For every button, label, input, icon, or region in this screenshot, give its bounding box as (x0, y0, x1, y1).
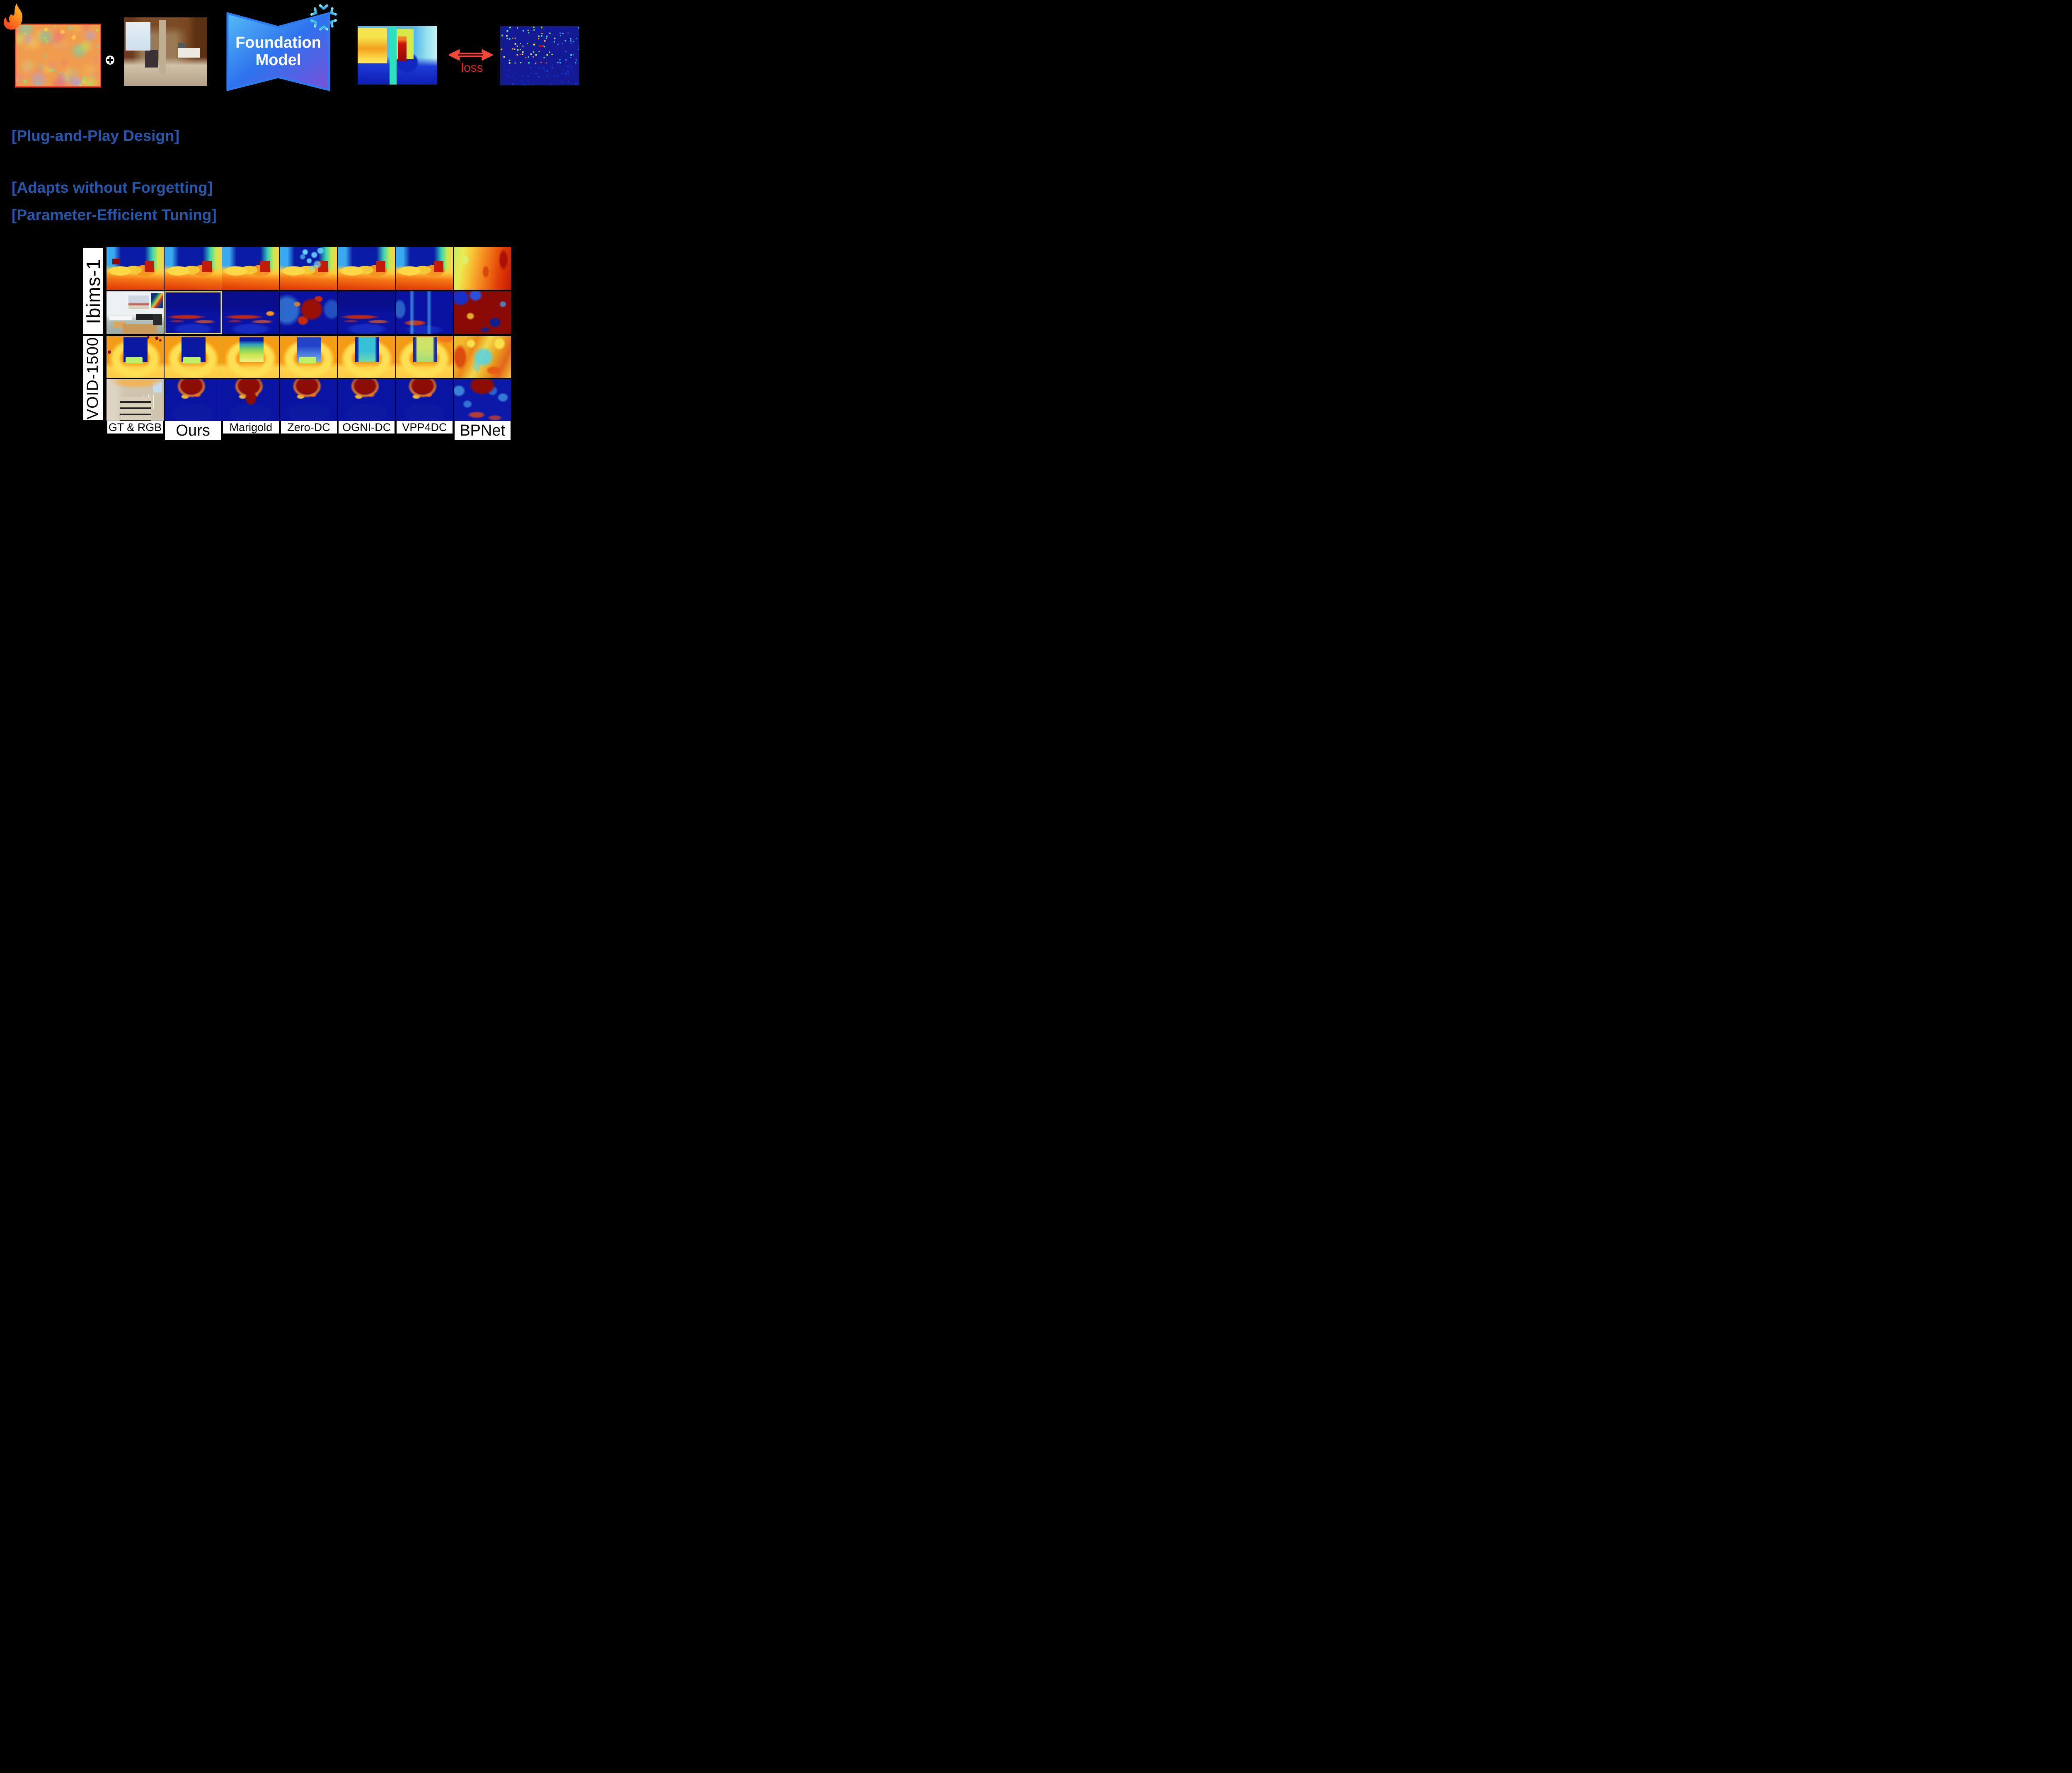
cell-r0-vpp4dc-pred-ibims (396, 247, 453, 290)
cell-r2-zero-dc-pred-blue (280, 336, 338, 378)
snowflake-icon (310, 2, 337, 33)
row-group-label-void-1500-text: VOID-1500 (84, 337, 102, 419)
cell-r1-marigold-err-edges (222, 291, 280, 334)
sparse-depth-points (501, 27, 579, 85)
sparse-depth-image (500, 26, 579, 85)
figure-canvas: Foundation Model loss [Plug-and-Play Des… (0, 0, 603, 443)
foundation-model-line1: Foundation (235, 34, 321, 52)
row-group-label-ibims-1: Ibims-1 (82, 248, 104, 334)
row-group-label-void-1500: VOID-1500 (83, 336, 103, 420)
cell-r0-marigold-pred-ibims (222, 247, 280, 290)
column-label-ogni-dc: OGNI-DC (339, 421, 395, 434)
cell-r2-bpnet-bp-void (454, 336, 511, 378)
column-label-bpnet-text: BPNet (460, 421, 506, 439)
cell-r2-ogni-dc-pred-cyan (338, 336, 395, 378)
cell-r2-gt-rgb-gt-void (107, 336, 164, 378)
column-label-zero-dc: Zero-DC (281, 421, 337, 434)
cell-r3-bpnet-verr-bp (454, 379, 511, 421)
column-label-gt-rgb-text: GT & RGB (108, 421, 162, 434)
method-label-row: GT & RGB Ours Marigold Zero-DC OGNI-DC V… (107, 421, 511, 440)
grid-row-ibims-error (107, 291, 511, 334)
bullet-parameter-efficient-tuning: [Parameter-Efficient Tuning] (12, 206, 217, 223)
cell-r1-gt-rgb-rgb-classroom (107, 291, 164, 334)
foundation-model-shape (226, 12, 330, 91)
cell-r0-bpnet-bp-ibims (454, 247, 511, 290)
cell-r3-zero-dc-verr (280, 379, 338, 421)
cell-r0-ogni-dc-pred-ibims (338, 247, 395, 290)
column-label-ours-text: Ours (176, 421, 210, 439)
cell-r0-zero-dc-pred-ibims-noisy (280, 247, 338, 290)
foundation-model-block: Foundation Model (226, 12, 330, 91)
foundation-model-line2: Model (255, 51, 301, 69)
cell-r3-vpp4dc-verr (396, 379, 453, 421)
cell-r1-zero-dc-err-high (280, 291, 338, 334)
feature-map-image (15, 24, 101, 87)
column-label-gt-rgb: GT & RGB (107, 421, 163, 434)
bullet-plug-and-play: [Plug-and-Play Design] (12, 127, 179, 144)
grid-row-ibims-depth (107, 247, 511, 290)
column-label-vpp4dc-text: VPP4DC (402, 421, 447, 434)
cell-r0-gt-rgb-gt-ibims (107, 247, 164, 290)
cell-r2-marigold-pred-green (222, 336, 280, 378)
fire-icon (3, 3, 23, 30)
cell-r1-bpnet-err-severe (454, 291, 511, 334)
cell-r3-ours-verr (164, 379, 222, 421)
column-label-marigold: Marigold (223, 421, 279, 434)
bullet-adapts-without-forgetting: [Adapts without Forgetting] (12, 179, 213, 196)
column-label-ogni-dc-text: OGNI-DC (342, 421, 391, 434)
cell-r1-vpp4dc-err-streaks (396, 291, 453, 334)
loss-label: loss (461, 61, 483, 75)
grid-row-void-error (107, 379, 511, 421)
column-label-vpp4dc: VPP4DC (396, 421, 453, 434)
cell-r3-gt-rgb-rgb-stairs (107, 379, 164, 421)
column-label-ours: Ours (165, 421, 221, 440)
plus-icon (106, 56, 114, 65)
foundation-model-label: Foundation Model (226, 12, 330, 91)
column-label-bpnet: BPNet (454, 421, 511, 440)
grid-row-void-depth (107, 336, 511, 378)
column-label-zero-dc-text: Zero-DC (287, 421, 330, 434)
rgb-input-image (124, 17, 207, 86)
column-label-marigold-text: Marigold (229, 421, 273, 434)
cell-r1-ogni-dc-err-low (338, 291, 395, 334)
cell-r1-ours-err-low (164, 291, 222, 334)
cell-r3-marigold-verr-wide (222, 379, 280, 421)
cell-r3-ogni-dc-verr (338, 379, 395, 421)
predicted-depth-image (358, 26, 437, 85)
cell-r2-ours-pred-navy (164, 336, 222, 378)
compare-arrow-icon (448, 49, 493, 61)
row-group-label-ibims-1-text: Ibims-1 (82, 258, 104, 324)
cell-r0-ours-pred-ibims (164, 247, 222, 290)
feature-map-texture (16, 25, 100, 86)
cell-r2-vpp4dc-pred-yellow (396, 336, 453, 378)
